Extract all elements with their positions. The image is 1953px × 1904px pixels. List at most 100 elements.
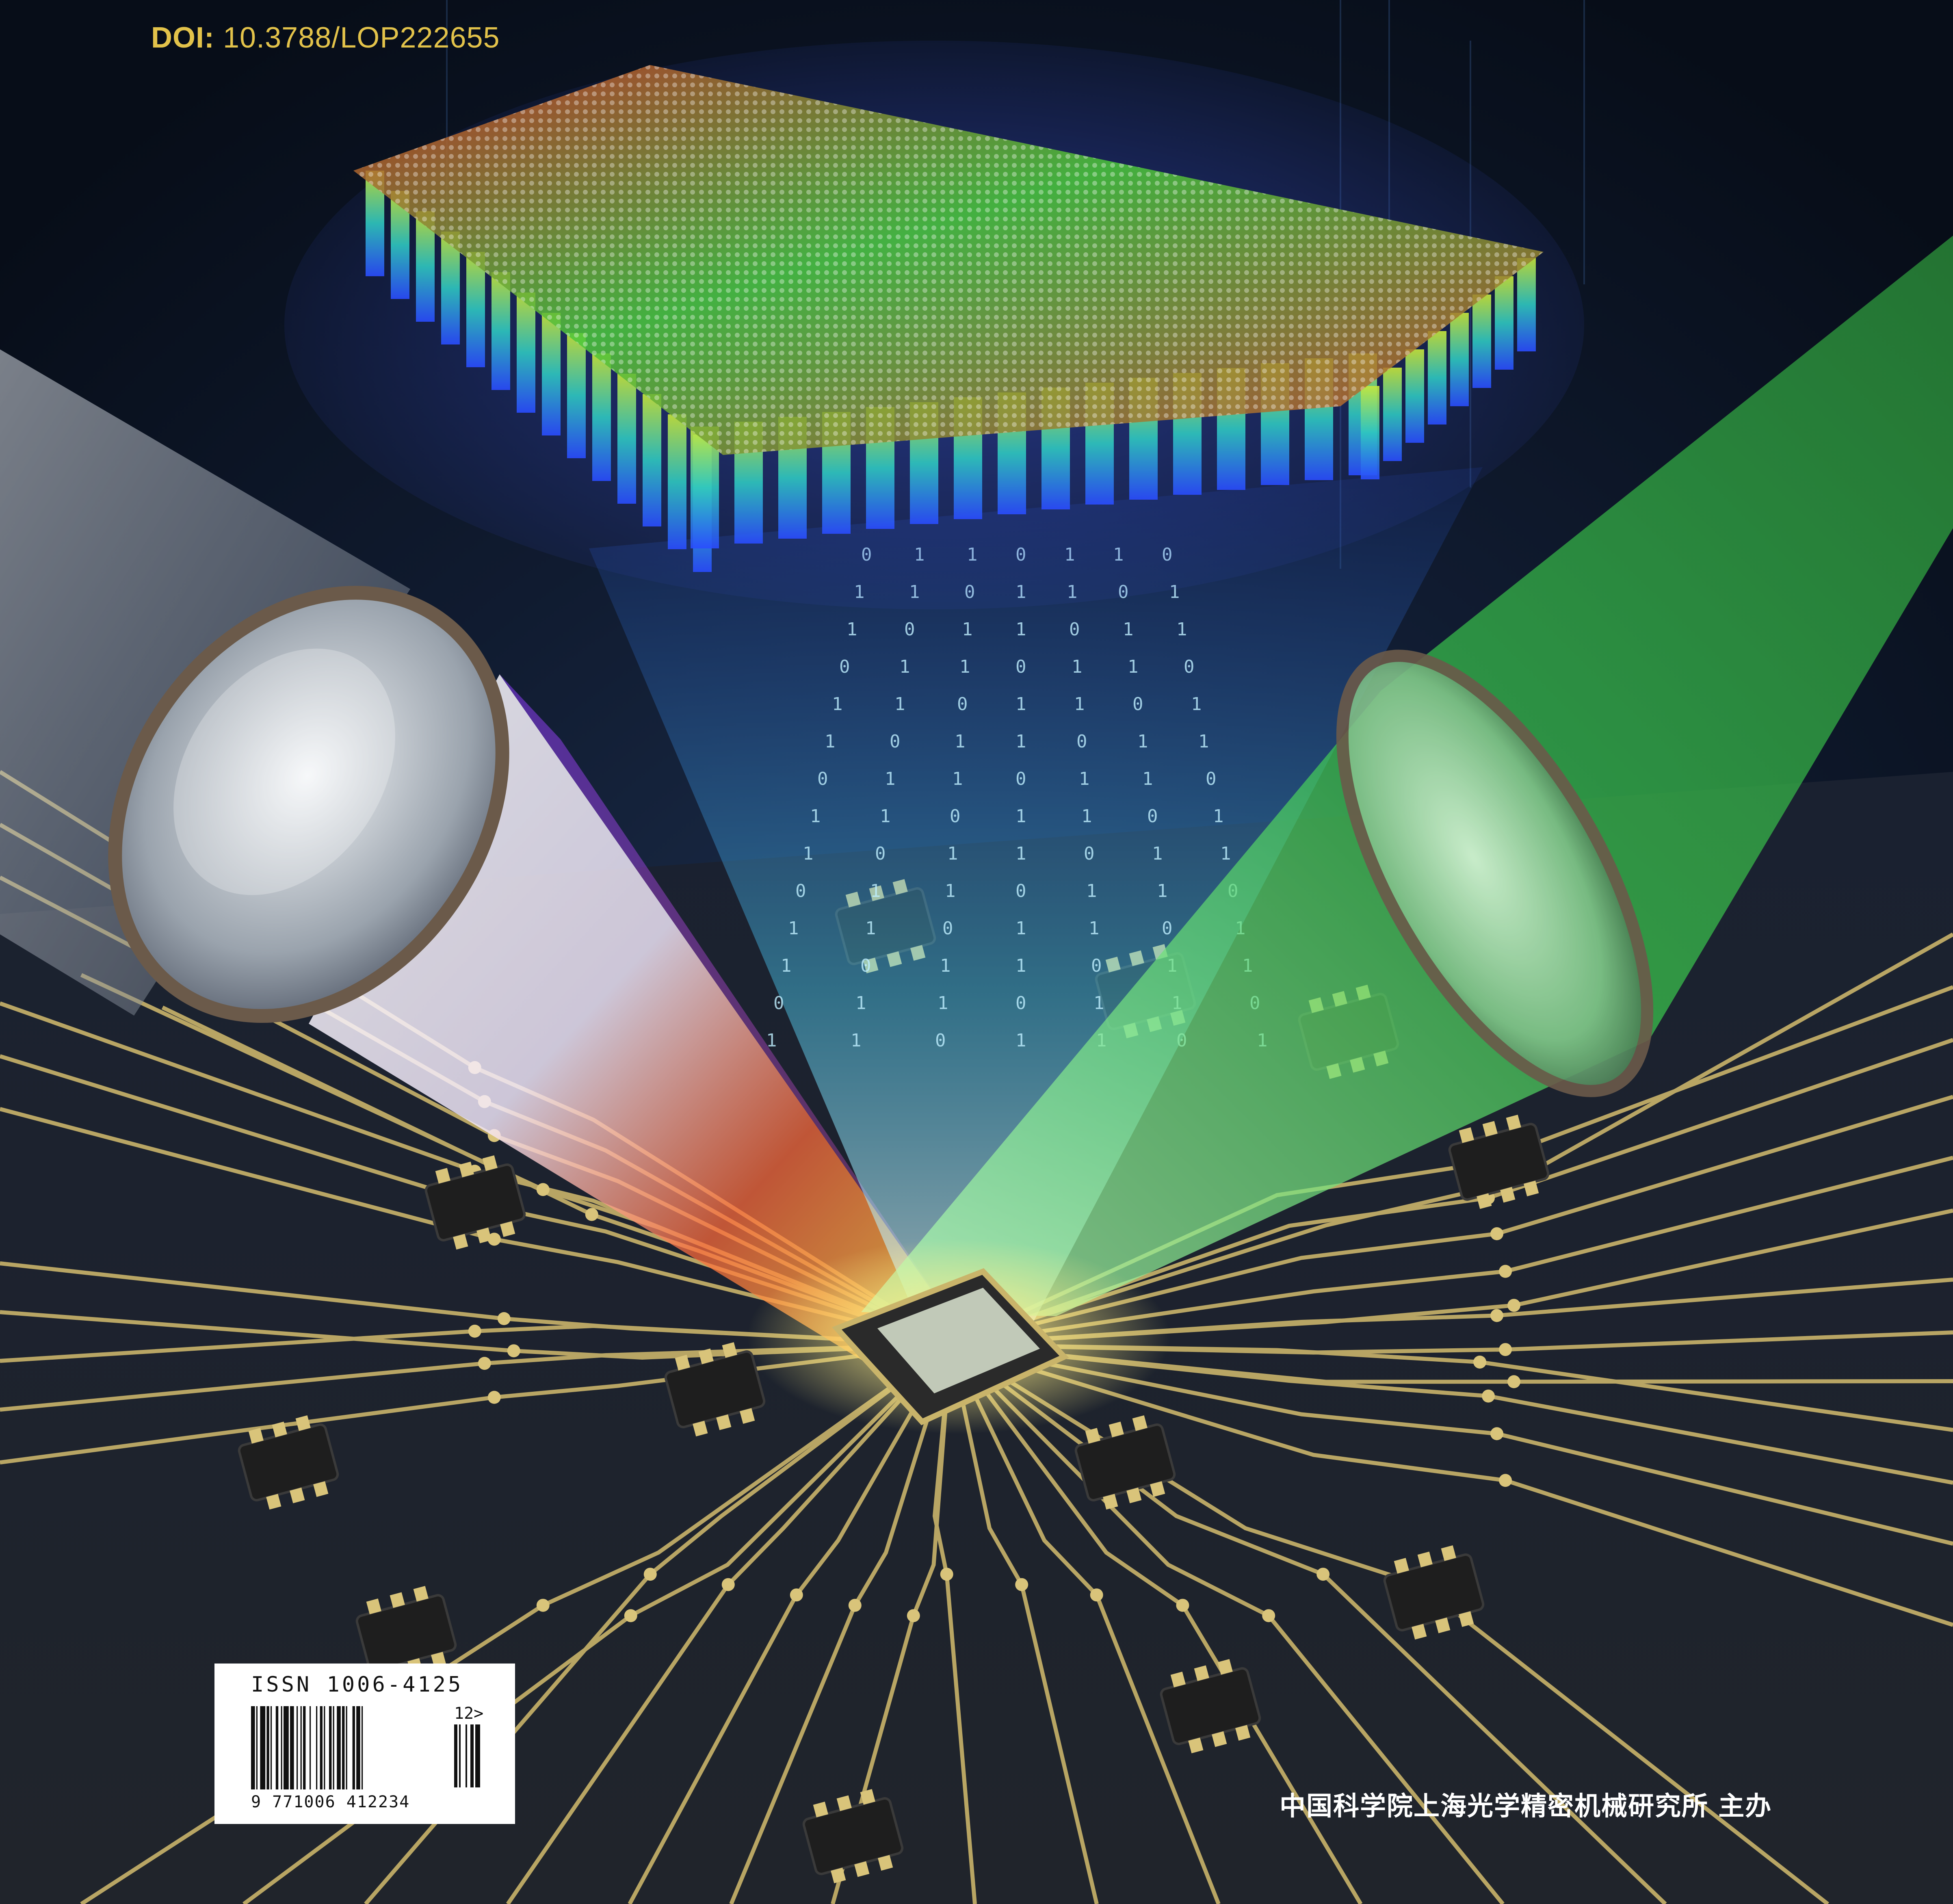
binary-digit: 1 <box>1191 694 1202 715</box>
binary-digit: 1 <box>788 918 799 939</box>
binary-digit: 0 <box>839 656 850 677</box>
barcode-bar <box>310 1706 311 1789</box>
trace-pad <box>536 1183 550 1196</box>
binary-digit: 0 <box>957 694 968 715</box>
trace-pad <box>497 1312 511 1325</box>
binary-digit: 1 <box>880 806 891 827</box>
trace-pad <box>1473 1355 1487 1369</box>
barcode-bar <box>284 1706 289 1789</box>
binary-digit: 0 <box>1015 769 1026 789</box>
binary-digit: 1 <box>825 731 836 752</box>
barcode-bar <box>324 1706 325 1789</box>
binary-digit: 1 <box>1015 731 1026 752</box>
chip-icon <box>1074 1415 1176 1510</box>
voxel-pillar <box>466 252 485 367</box>
barcode-bar <box>300 1706 302 1789</box>
binary-digit: 0 <box>773 993 784 1014</box>
binary-digit: 1 <box>1123 619 1134 640</box>
pcb-trace <box>949 1343 1505 1904</box>
voxel-pillar <box>1383 368 1402 461</box>
binary-digit: 1 <box>1015 843 1026 864</box>
voxel-pillar <box>567 333 586 458</box>
trace-pads <box>468 1061 1521 1622</box>
trace-pad <box>1499 1343 1512 1356</box>
voxel-pillar <box>617 374 636 504</box>
voxel-pillar <box>1495 276 1513 370</box>
chip-icon <box>1448 1114 1550 1209</box>
voxel-pillar <box>643 394 661 526</box>
trace-pad <box>1262 1609 1275 1622</box>
addon-bar <box>454 1724 457 1787</box>
trace-pad <box>721 1578 735 1591</box>
trace-pad <box>1499 1474 1512 1487</box>
binary-digit: 1 <box>955 731 966 752</box>
trace-pad <box>1015 1578 1028 1591</box>
trace-pad <box>536 1599 550 1612</box>
binary-digit: 1 <box>1081 806 1092 827</box>
data-rays <box>589 467 1483 1341</box>
trace-pad <box>1507 1299 1521 1312</box>
trace-pad <box>1482 1389 1495 1403</box>
barcode-addon: 12> <box>454 1704 484 1723</box>
barcode-bar <box>333 1706 334 1789</box>
pcb-trace <box>506 1343 952 1904</box>
voxel-pillar <box>441 232 460 344</box>
trace-pad <box>585 1208 598 1221</box>
binary-digit: 1 <box>894 694 905 715</box>
voxel-grid <box>284 41 1584 609</box>
barcode-bar <box>356 1706 360 1789</box>
binary-digit: 1 <box>781 955 792 976</box>
pcb-trace <box>948 1343 1363 1904</box>
binary-digit: 1 <box>855 993 866 1014</box>
barcode-bar <box>290 1706 294 1789</box>
trace-pad <box>1316 1568 1330 1581</box>
chip-icon <box>802 1789 904 1884</box>
binary-digit: 1 <box>1176 619 1187 640</box>
binary-digit: 0 <box>1076 731 1087 752</box>
binary-digit: 1 <box>832 694 843 715</box>
doi-value: 10.3788/LOP222655 <box>223 22 500 54</box>
binary-digit: 0 <box>890 731 901 752</box>
addon-bar <box>470 1724 474 1787</box>
binary-digit: 0 <box>935 1030 946 1051</box>
chip-icon <box>1160 1659 1261 1754</box>
trace-pad <box>940 1568 953 1581</box>
binary-digit: 1 <box>851 1030 862 1051</box>
pcb-trace <box>949 1343 1667 1904</box>
voxel-pillar <box>1472 295 1491 388</box>
binary-digit: 1 <box>959 656 970 677</box>
addon-bar <box>459 1724 461 1787</box>
binary-digit: 1 <box>766 1030 777 1051</box>
barcode-bar <box>256 1706 258 1789</box>
binary-digit: 1 <box>1128 656 1139 677</box>
barcode-bar <box>271 1706 272 1789</box>
binary-digit: 1 <box>885 769 896 789</box>
central-chip <box>747 1239 1170 1434</box>
trace-pad <box>1176 1599 1189 1612</box>
trace-pad <box>468 1324 481 1338</box>
chip-icon <box>424 1155 526 1250</box>
trace-pad <box>790 1588 803 1602</box>
barcode-bar <box>337 1706 341 1789</box>
voxel-pillar <box>517 292 535 413</box>
binary-digit: 1 <box>1152 843 1163 864</box>
trace-pad <box>643 1568 657 1581</box>
addon-bar <box>466 1724 467 1787</box>
binary-digit: 0 <box>1069 619 1080 640</box>
binary-digit: 1 <box>847 619 857 640</box>
barcode-icon <box>251 1706 363 1789</box>
doi-label: DOI: <box>151 22 214 54</box>
binary-digit: 1 <box>865 918 876 939</box>
voxel-pillar <box>542 313 561 435</box>
binary-digit: 0 <box>1147 806 1158 827</box>
pcb-trace <box>950 932 1953 1347</box>
purple-beam-edge <box>500 674 967 1341</box>
trace-pad <box>1490 1309 1504 1322</box>
chip-icon <box>1383 1545 1485 1640</box>
binary-digit: 1 <box>803 843 814 864</box>
trace-pad <box>848 1599 862 1612</box>
binary-digit: 0 <box>950 806 961 827</box>
barcode-bar <box>362 1706 363 1789</box>
binary-digit: 0 <box>795 881 806 901</box>
addon-bar <box>475 1724 480 1787</box>
